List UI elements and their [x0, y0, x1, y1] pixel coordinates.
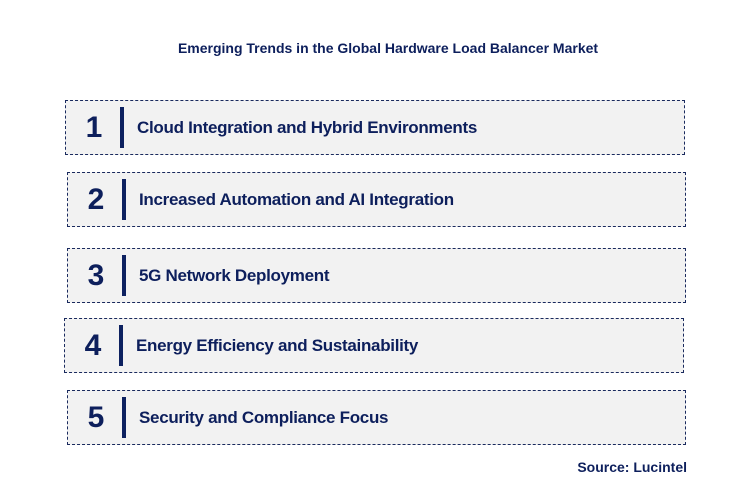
divider-bar [122, 255, 126, 296]
divider-bar [119, 325, 123, 366]
trend-item-1: 1 Cloud Integration and Hybrid Environme… [65, 100, 685, 155]
trend-label: Cloud Integration and Hybrid Environment… [137, 117, 477, 137]
divider-bar [122, 179, 126, 220]
divider-bar [120, 107, 124, 148]
divider-bar [122, 397, 126, 438]
trend-number: 5 [87, 400, 105, 434]
trend-item-5: 5 Security and Compliance Focus [67, 390, 686, 445]
trend-label: Increased Automation and AI Integration [139, 189, 454, 209]
trend-label: 5G Network Deployment [139, 265, 330, 285]
trend-number: 3 [87, 258, 105, 292]
trend-number: 1 [85, 110, 103, 144]
trend-item-4: 4 Energy Efficiency and Sustainability [64, 318, 684, 373]
trend-number: 4 [84, 328, 102, 362]
trend-label: Energy Efficiency and Sustainability [136, 335, 419, 355]
trend-label: Security and Compliance Focus [139, 407, 389, 427]
trend-item-2: 2 Increased Automation and AI Integratio… [67, 172, 686, 227]
trend-number: 2 [87, 182, 105, 216]
page-title: Emerging Trends in the Global Hardware L… [177, 40, 599, 56]
source-credit: Source: Lucintel [577, 459, 687, 475]
trend-item-3: 3 5G Network Deployment [67, 248, 686, 303]
